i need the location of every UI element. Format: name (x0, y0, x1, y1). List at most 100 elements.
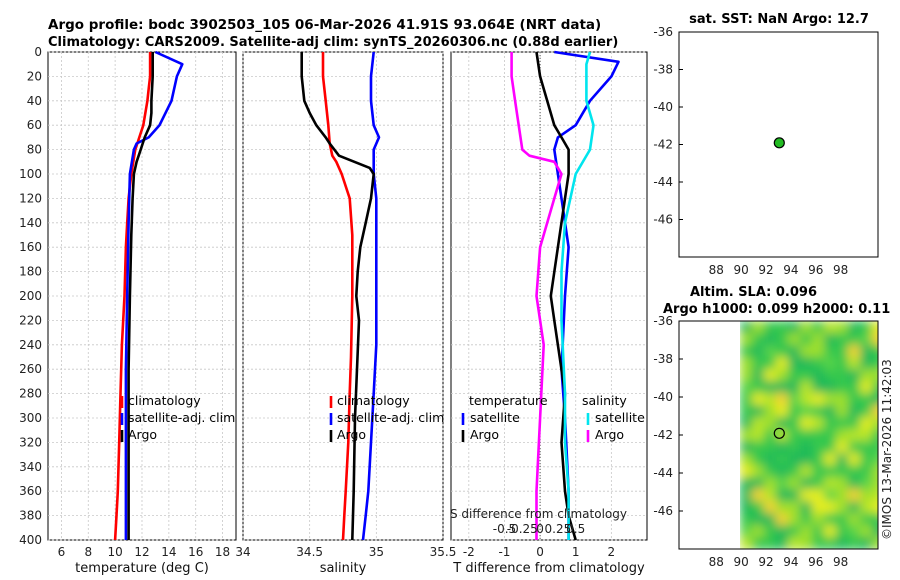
series-salinity-satellite (560, 51, 595, 540)
heatmap-cell (763, 405, 777, 418)
heatmap-cell (787, 489, 801, 502)
heatmap-cell (811, 429, 825, 442)
heatmap-cell (751, 465, 765, 478)
heatmap-cell (859, 453, 873, 466)
temperature-x-axis-label: temperature (deg C) (75, 561, 209, 576)
heatmap-cell (859, 333, 873, 346)
x-tick-label: 34 (235, 545, 250, 559)
argo-position-marker (773, 137, 785, 149)
heatmap-cell (787, 525, 801, 538)
heatmap-cell (799, 441, 813, 454)
heatmap-cell (751, 441, 765, 454)
heatmap-cell (859, 525, 873, 538)
y-tick-label: 340 (19, 460, 42, 474)
heatmap-cell (787, 501, 801, 514)
heatmap-cell (871, 441, 878, 454)
heatmap-cell (787, 381, 801, 394)
legend-entry: Argo (595, 427, 624, 442)
x-tick-label: 16 (188, 545, 203, 559)
heatmap-cell (847, 345, 861, 358)
heatmap-cell (799, 525, 813, 538)
heatmap-cell (811, 441, 825, 454)
heatmap-cell (739, 525, 753, 538)
heatmap-cell (871, 405, 878, 418)
heatmap-cell (859, 477, 873, 490)
legend-group-salinity: salinity (582, 393, 627, 408)
heatmap-cell (775, 537, 789, 549)
y-tick-label: -40 (653, 100, 673, 114)
heatmap-cell (823, 513, 837, 526)
heatmap-cell (763, 525, 777, 538)
heatmap-cell (739, 369, 753, 382)
heatmap-cell (871, 417, 878, 430)
heatmap-cell (763, 477, 777, 490)
x-tick-label: 1 (572, 545, 580, 559)
heatmap-cell (811, 321, 825, 334)
heatmap-cell (811, 333, 825, 346)
legend-entry: satellite (470, 410, 520, 425)
heatmap-cell (763, 369, 777, 382)
y-tick-label: 120 (19, 191, 42, 205)
x-tick-label: 88 (709, 263, 724, 277)
heatmap-cell (871, 357, 878, 370)
heatmap-cell (811, 357, 825, 370)
heatmap-cell (859, 429, 873, 442)
heatmap-cell (751, 381, 765, 394)
heatmap-cell (739, 345, 753, 358)
heatmap-cell (763, 345, 777, 358)
heatmap-cell (775, 369, 789, 382)
heatmap-cell (859, 393, 873, 406)
heatmap-cell (739, 537, 753, 549)
heatmap-cell (799, 357, 813, 370)
heatmap-cell (859, 417, 873, 430)
heatmap-cell (751, 405, 765, 418)
heatmap-cell (811, 369, 825, 382)
heatmap-cell (835, 345, 849, 358)
imos-stamp: ©IMOS 13-Mar-2026 11:42:03 (880, 359, 894, 540)
s-difference-tick-label: 0.5 (566, 522, 585, 536)
heatmap-cell (751, 345, 765, 358)
heatmap-cell (787, 441, 801, 454)
heatmap-cell (811, 393, 825, 406)
heatmap-cell (787, 333, 801, 346)
y-tick-label: 300 (19, 411, 42, 425)
x-tick-label: 0 (536, 545, 544, 559)
heatmap-cell (763, 321, 777, 334)
heatmap-cell (763, 417, 777, 430)
heatmap-cell (775, 333, 789, 346)
legend-entry: Argo (128, 427, 157, 442)
heatmap-cell (871, 537, 878, 549)
heatmap-cell (847, 333, 861, 346)
heatmap-cell (739, 477, 753, 490)
legend-group-temperature: temperature (469, 393, 548, 408)
x-tick-label: 96 (808, 555, 823, 569)
temperature-panel: 0 20 40 60 80 100 120 140 160 180 200 220 240 260 280 3… (19, 45, 237, 576)
heatmap-cell (847, 489, 861, 502)
x-tick-label: -1 (498, 545, 510, 559)
heatmap-cell (763, 393, 777, 406)
heatmap-cell (823, 429, 837, 442)
heatmap-cell (823, 345, 837, 358)
heatmap-cell (763, 441, 777, 454)
heatmap-cell (775, 513, 789, 526)
heatmap-cell (763, 513, 777, 526)
heatmap-cell (811, 489, 825, 502)
x-tick-label: -2 (463, 545, 475, 559)
legend-entry: Argo (470, 427, 499, 442)
heatmap-cell (763, 381, 777, 394)
heatmap-cell (799, 405, 813, 418)
heatmap-cell (823, 453, 837, 466)
heatmap-cell (739, 333, 753, 346)
difference-panel: -2 -1 0 1 2 T difference from climatology temp… (450, 50, 648, 576)
heatmap-cell (775, 321, 789, 334)
altimetry-title: Altim. SLA: 0.096 (690, 285, 817, 300)
heatmap-cell (775, 477, 789, 490)
heatmap-cell (751, 513, 765, 526)
heatmap-cell (823, 441, 837, 454)
heatmap-cell (739, 501, 753, 514)
heatmap-cell (751, 537, 765, 549)
series-satellite-adj-clim (361, 51, 381, 541)
series-climatology (321, 52, 354, 541)
heatmap-cell (787, 393, 801, 406)
